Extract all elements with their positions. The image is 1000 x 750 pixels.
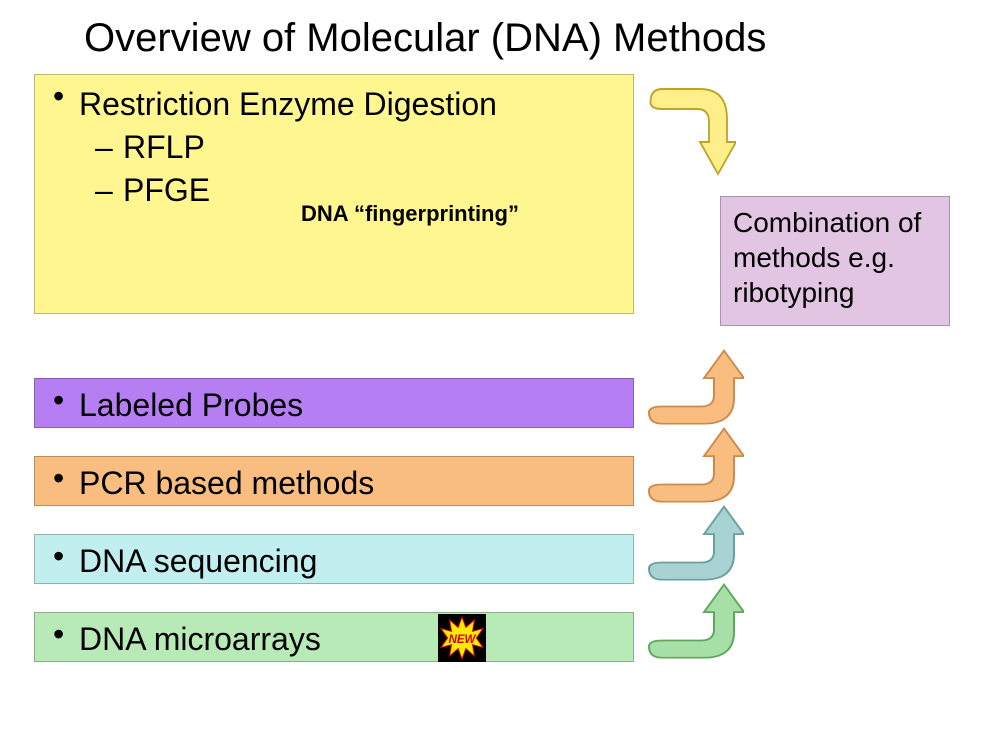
- slide-title: Overview of Molecular (DNA) Methods: [84, 16, 766, 61]
- bullet-microarrays: DNA microarrays: [35, 613, 633, 661]
- annotation-fingerprinting: DNA “fingerprinting”: [301, 201, 519, 227]
- arrow-up-icon: [644, 420, 744, 506]
- combination-text: Combination of methods e.g. ribotyping: [721, 197, 949, 318]
- bullet-pcr: PCR based methods: [35, 457, 633, 505]
- bullet-dna-seq: DNA sequencing: [35, 535, 633, 583]
- arrow-up-icon: [644, 342, 744, 428]
- slide: Overview of Molecular (DNA) Methods Rest…: [0, 0, 1000, 750]
- box-combination: Combination of methods e.g. ribotyping: [720, 196, 950, 326]
- arrow-down-icon: [646, 84, 736, 184]
- bullet-rflp: RFLP: [35, 126, 633, 169]
- bullet-restriction: Restriction Enzyme Digestion: [35, 75, 633, 126]
- new-badge-icon: NEW: [438, 614, 486, 662]
- box-pcr: PCR based methods: [34, 456, 634, 506]
- box-restriction: Restriction Enzyme Digestion RFLP PFGE D…: [34, 74, 634, 314]
- svg-text:NEW: NEW: [449, 634, 477, 646]
- arrow-up-icon: [644, 498, 744, 584]
- box-dna-seq: DNA sequencing: [34, 534, 634, 584]
- box-labeled-probes: Labeled Probes: [34, 378, 634, 428]
- box-microarrays: DNA microarrays: [34, 612, 634, 662]
- bullet-labeled-probes: Labeled Probes: [35, 379, 633, 427]
- arrow-up-icon: [644, 576, 744, 662]
